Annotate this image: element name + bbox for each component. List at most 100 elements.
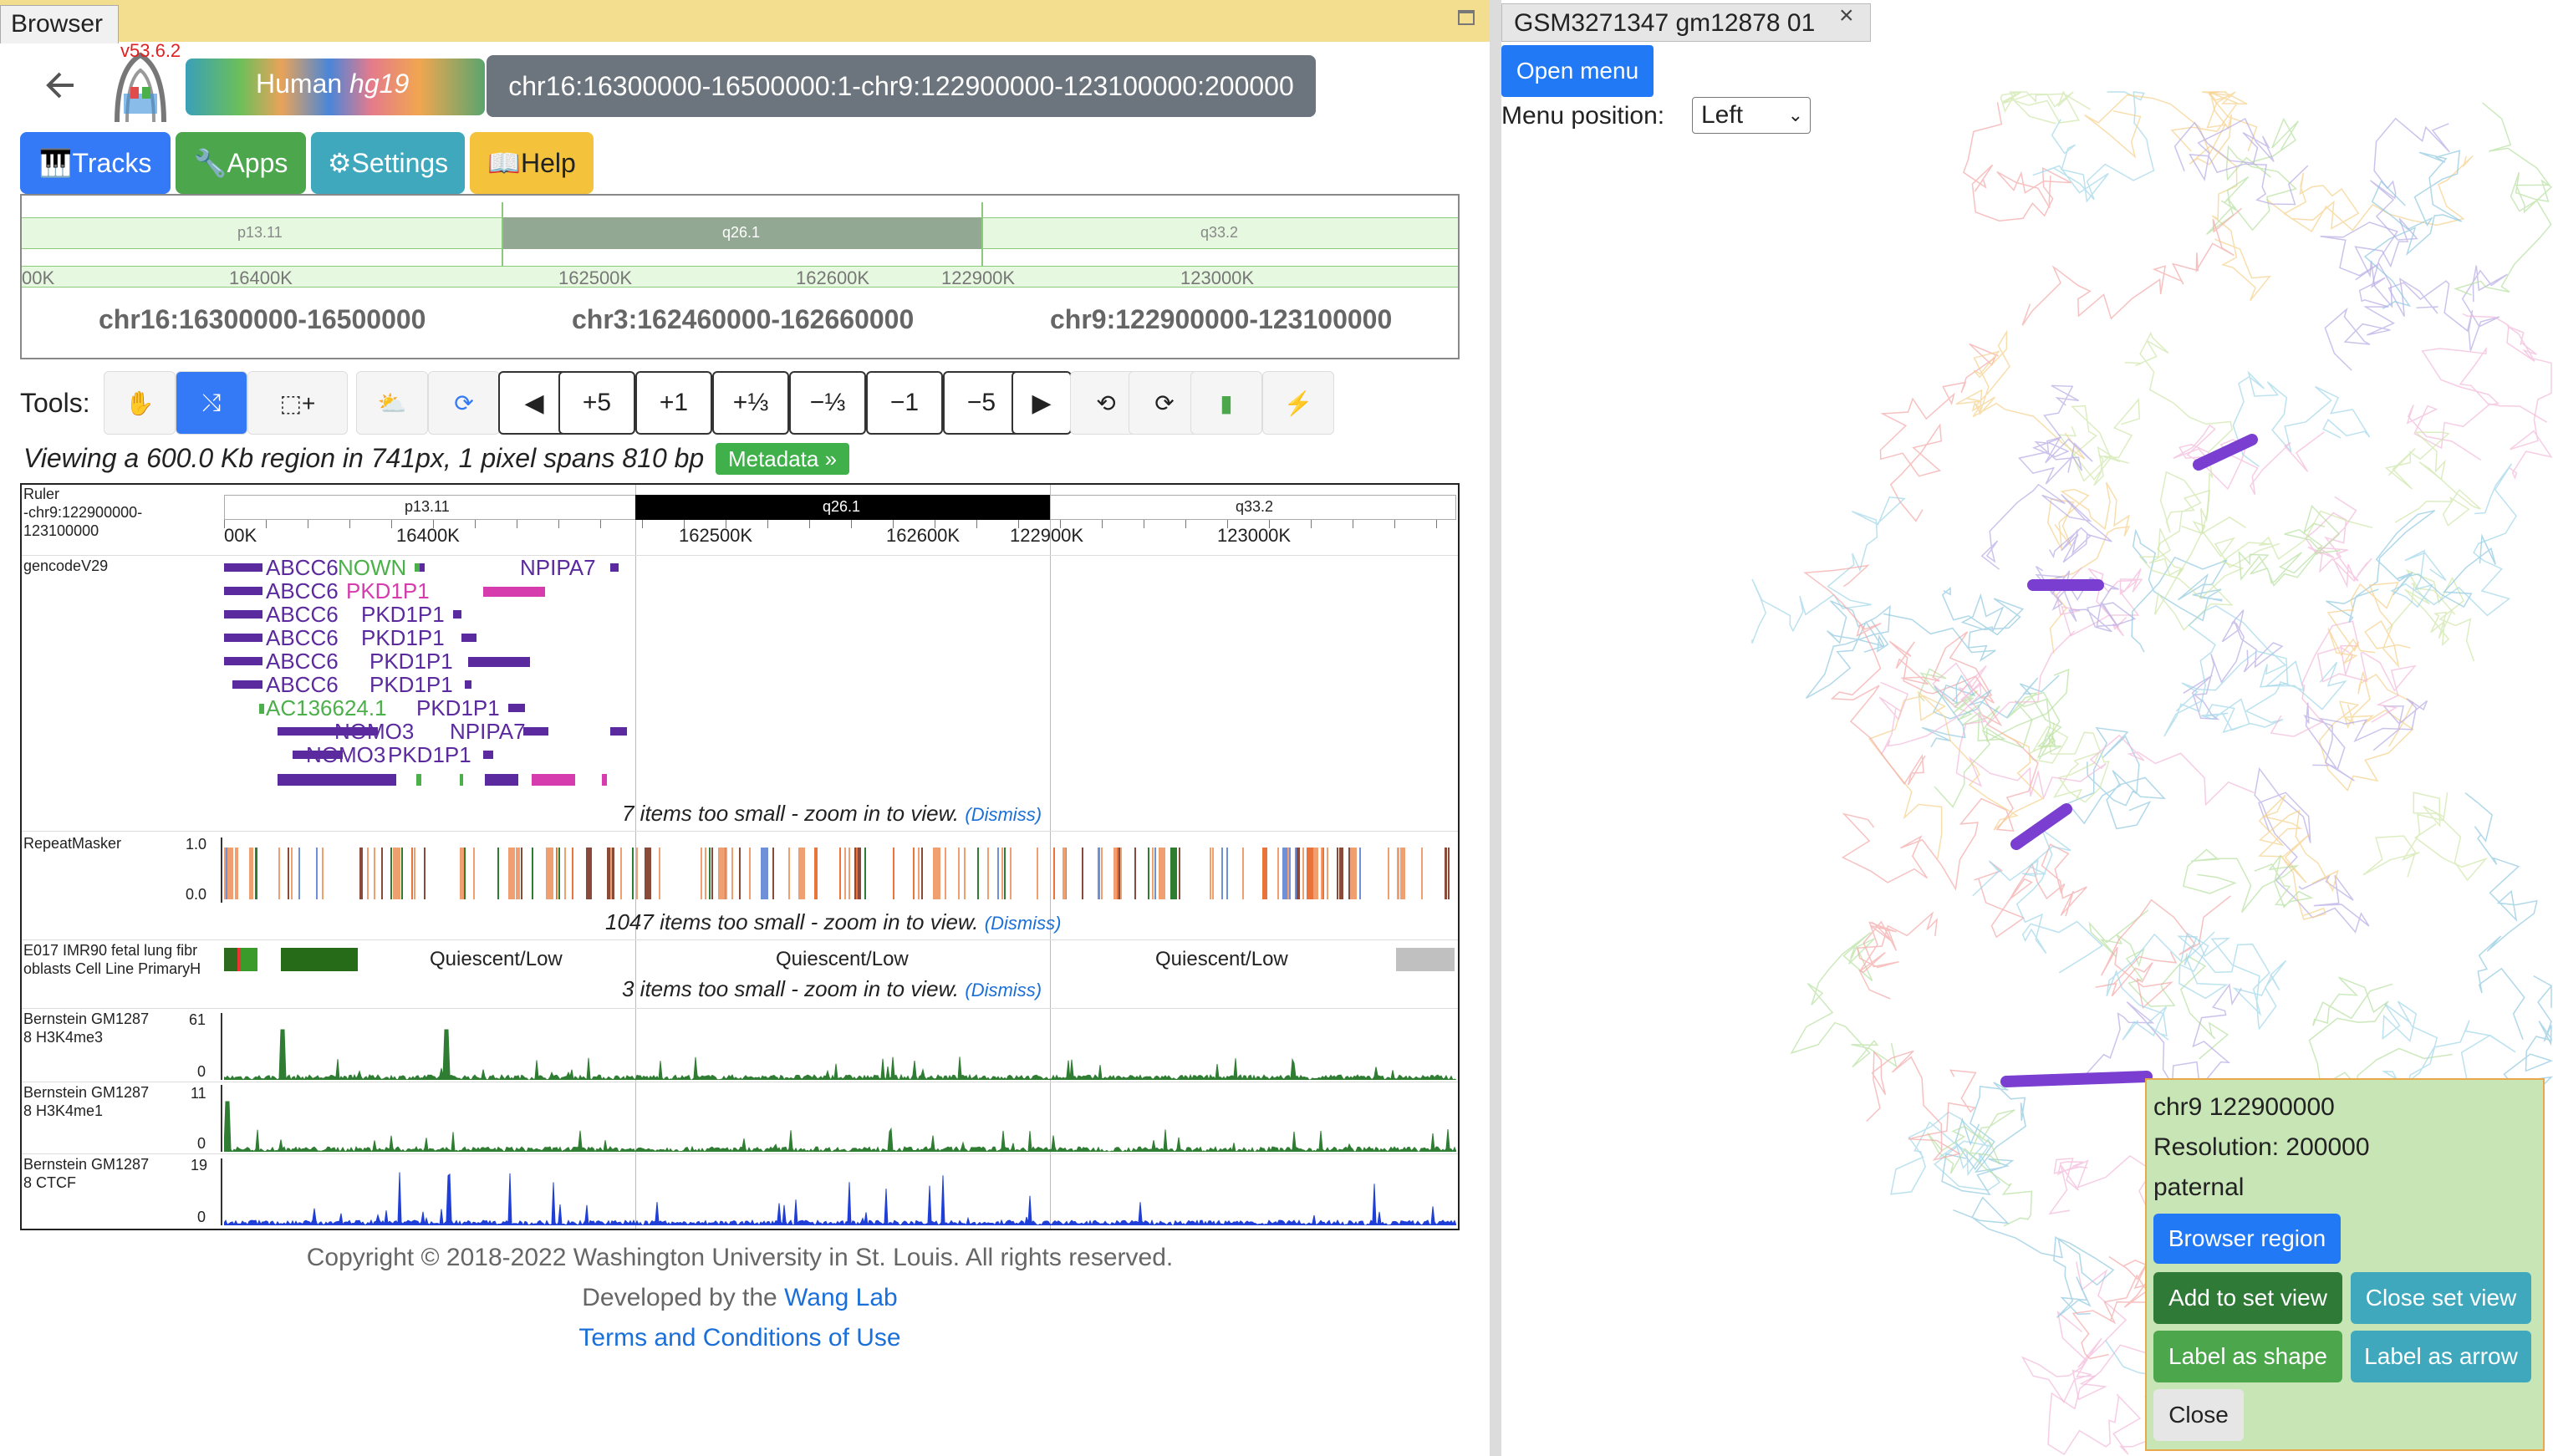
chromhmm-track-name: E017 IMR90 fetal lung fibr oblasts Cell …	[23, 942, 201, 977]
browser-region-button[interactable]: Browser region	[2153, 1214, 2341, 1264]
reorder-icon[interactable]: ⤭	[176, 371, 247, 435]
chevron-down-icon: ⌄	[1787, 104, 1803, 125]
wang-lab-link[interactable]: Wang Lab	[784, 1284, 898, 1311]
signal-track-name: Bernstein GM1287 8 H3K4me1	[23, 1084, 150, 1119]
gene-label[interactable]: PKD1P1	[369, 649, 453, 674]
overview-band-label: q33.2	[1200, 224, 1239, 241]
gene-label[interactable]: ABCC6	[266, 649, 339, 674]
structure-tab[interactable]: GSM3271347 gm12878 01	[1501, 3, 1871, 42]
zoom-in-third-button[interactable]: +⅓	[712, 371, 789, 435]
browser-tab-label: Browser	[11, 10, 104, 38]
ruler-band-label: q26.1	[823, 498, 861, 515]
ruler-tick-label: 122900K	[1010, 525, 1084, 546]
gene-label[interactable]: ABCC6	[266, 602, 339, 627]
signal-track-plot[interactable]	[224, 1085, 1456, 1152]
overview-tick-label: 122900K	[941, 267, 1016, 288]
zoom-in-1-button[interactable]: +1	[635, 371, 712, 435]
gene-label[interactable]: NOMO3	[306, 742, 386, 767]
hand-icon[interactable]: ✋	[104, 371, 176, 435]
maximize-icon[interactable]	[1458, 10, 1475, 25]
gene-label[interactable]: NOWN	[338, 555, 407, 580]
chromhmm-too-small-note: 3 items too small - zoom in to view. (Di…	[622, 976, 1042, 1001]
signal-track-name: Bernstein GM1287 8 CTCF	[23, 1156, 150, 1191]
ruler-tick-bar	[224, 520, 1456, 528]
close-tab-icon[interactable]: ×	[1839, 2, 1854, 29]
gene-label[interactable]: NPIPA7	[520, 555, 596, 580]
gene-label[interactable]: NPIPA7	[450, 719, 526, 744]
dismiss-link[interactable]: (Dismiss)	[965, 980, 1042, 1000]
ruler-band-label: p13.11	[405, 498, 450, 515]
gene-label[interactable]: PKD1P1	[361, 625, 445, 650]
chromosome-overview[interactable]: p13.11 q26.1 q33.2 00K 16400K 162500K 16…	[20, 194, 1460, 359]
genome-label: Human	[256, 69, 343, 99]
overview-tick-label: 00K	[22, 267, 55, 288]
gene-features[interactable]	[217, 555, 635, 789]
tracks-button[interactable]: 🎹Tracks	[20, 132, 171, 194]
structure-tab-label: GSM3271347 gm12878 01	[1514, 9, 1816, 37]
panel-divider[interactable]	[1490, 0, 1501, 1456]
ruler-track-name: Ruler -chr9:122900000- 123100000	[23, 486, 143, 539]
terms-link[interactable]: Terms and Conditions of Use	[578, 1324, 901, 1352]
gene-label[interactable]: PKD1P1	[388, 742, 471, 767]
book-icon[interactable]: ▮	[1190, 371, 1262, 435]
overview-band-label: q26.1	[722, 224, 761, 241]
region-box[interactable]: chr16:16300000-16500000:1-chr9:122900000…	[487, 55, 1316, 117]
flash-icon[interactable]: ⚡	[1262, 371, 1334, 435]
close-set-view-button[interactable]: Close set view	[2351, 1272, 2531, 1324]
pan-right-button[interactable]: ▶	[1012, 371, 1072, 435]
overview-band-label: p13.11	[237, 224, 283, 241]
gene-label[interactable]: ABCC6	[266, 625, 339, 650]
genome-badge[interactable]: Human hg19	[186, 59, 485, 115]
sync-icon[interactable]: ⟳	[428, 371, 500, 435]
signal-track-plot[interactable]	[224, 1158, 1456, 1225]
ruler-ideogram-dark	[635, 495, 1050, 520]
zoom-select-icon[interactable]: ⬚+	[247, 371, 348, 435]
label-as-arrow-button[interactable]: Label as arrow	[2351, 1331, 2531, 1382]
chromhmm-segment[interactable]	[1396, 948, 1455, 971]
dismiss-link[interactable]: (Dismiss)	[965, 804, 1042, 825]
popup-line: chr9 122900000	[2153, 1093, 2335, 1121]
close-popup-button[interactable]: Close	[2153, 1389, 2244, 1441]
back-arrow-icon[interactable]	[43, 69, 77, 102]
gene-label[interactable]: PKD1P1	[346, 578, 430, 603]
gene-label[interactable]: ABCC6	[266, 672, 339, 697]
app-logo	[99, 43, 182, 127]
gene-label[interactable]: AC136624.1	[266, 695, 387, 720]
open-menu-button[interactable]: Open menu	[1501, 45, 1654, 97]
menu-position-select[interactable]: Left ⌄	[1692, 97, 1811, 134]
add-to-set-view-button[interactable]: Add to set view	[2153, 1272, 2342, 1324]
dismiss-link[interactable]: (Dismiss)	[984, 913, 1062, 934]
pan-left-button[interactable]: ◀	[498, 371, 570, 435]
ruler-tick-label: 123000K	[1217, 525, 1292, 546]
chromhmm-state-label: Quiescent/Low	[776, 948, 909, 970]
help-button[interactable]: 📖Help	[470, 132, 594, 194]
gene-label[interactable]: PKD1P1	[369, 672, 453, 697]
ruler-band-label: q33.2	[1236, 498, 1274, 515]
zoom-out-third-button[interactable]: −⅓	[789, 371, 866, 435]
ruler-tick-label: 162500K	[679, 525, 753, 546]
gene-label[interactable]: ABCC6	[266, 555, 339, 580]
chromhmm-segment[interactable]	[281, 948, 358, 971]
weather-icon[interactable]: ⛅	[356, 371, 428, 435]
gene-label[interactable]: ABCC6	[266, 578, 339, 603]
gene-label[interactable]: PKD1P1	[416, 695, 500, 720]
3d-structure-view[interactable]	[1501, 42, 2553, 1456]
redo-icon[interactable]: ⟳	[1129, 371, 1200, 435]
gene-label[interactable]: NOMO3	[334, 719, 415, 744]
zoom-out-5-button[interactable]: −5	[943, 371, 1020, 435]
signal-ymax: 19	[191, 1157, 208, 1173]
chromhmm-state-label: Quiescent/Low	[430, 948, 563, 970]
metadata-button[interactable]: Metadata »	[716, 443, 849, 475]
signal-track-plot[interactable]	[224, 1013, 1456, 1080]
apps-button[interactable]: 🔧Apps	[176, 132, 306, 194]
repeat-track-features[interactable]	[224, 839, 1456, 903]
browser-tab[interactable]: Browser	[0, 5, 119, 43]
label-as-shape-button[interactable]: Label as shape	[2153, 1331, 2342, 1382]
chromhmm-segment[interactable]	[224, 948, 257, 971]
overview-tick-label: 123000K	[1180, 267, 1255, 288]
zoom-out-1-button[interactable]: −1	[866, 371, 943, 435]
gene-label[interactable]: PKD1P1	[361, 602, 445, 627]
settings-button[interactable]: ⚙Settings	[311, 132, 465, 194]
ruler-tick-label: 162600K	[886, 525, 961, 546]
zoom-in-5-button[interactable]: +5	[558, 371, 635, 435]
